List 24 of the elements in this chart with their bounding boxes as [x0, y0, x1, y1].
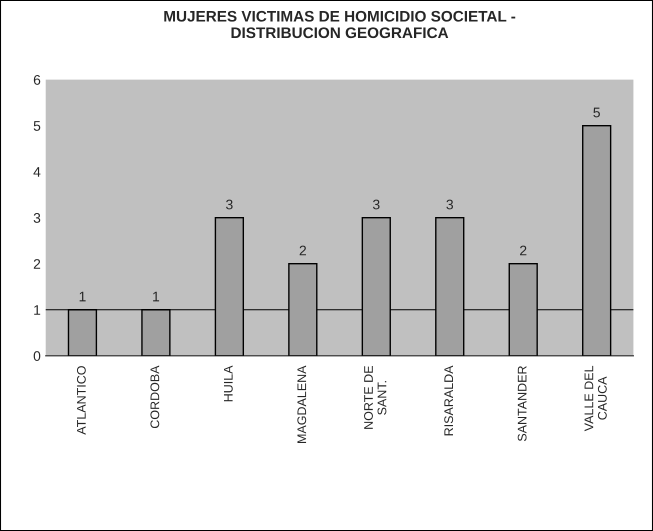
x-tick-label: VALLE DEL CAUCA — [584, 366, 607, 432]
x-tick-label: MAGDALENA — [297, 366, 306, 443]
data-label: 1 — [153, 292, 160, 302]
x-tick-label: ATLANTICO — [76, 366, 86, 435]
data-label: 1 — [80, 292, 86, 302]
x-tick-label: NORTE DE SANT. — [364, 366, 386, 429]
y-tick-label: 0 — [34, 351, 40, 361]
y-tick-label: 6 — [34, 74, 40, 85]
data-label: 2 — [300, 246, 306, 256]
data-label: 3 — [372, 200, 380, 210]
x-tick-label: HUILA — [224, 366, 233, 402]
data-label: 2 — [520, 246, 526, 256]
y-tick-label: 4 — [33, 167, 40, 177]
x-tick-label: SANTANDER — [518, 366, 527, 442]
y-tick-label: 3 — [34, 213, 40, 223]
x-tick-label: RISARALDA — [444, 366, 454, 436]
y-tick-label: 1 — [34, 305, 40, 315]
y-tick-label: 5 — [34, 121, 40, 131]
data-label: 3 — [226, 200, 233, 210]
data-label: 3 — [446, 200, 454, 210]
x-tick-label: CORDOBA — [150, 366, 160, 428]
y-tick-label: 2 — [34, 259, 40, 269]
data-label: 5 — [593, 108, 600, 118]
chart-title: MUJERES VICTIMAS DE HOMICIDIO SOCIETAL - DISTRIBUCION GEOGRAFICA — [164, 10, 516, 38]
